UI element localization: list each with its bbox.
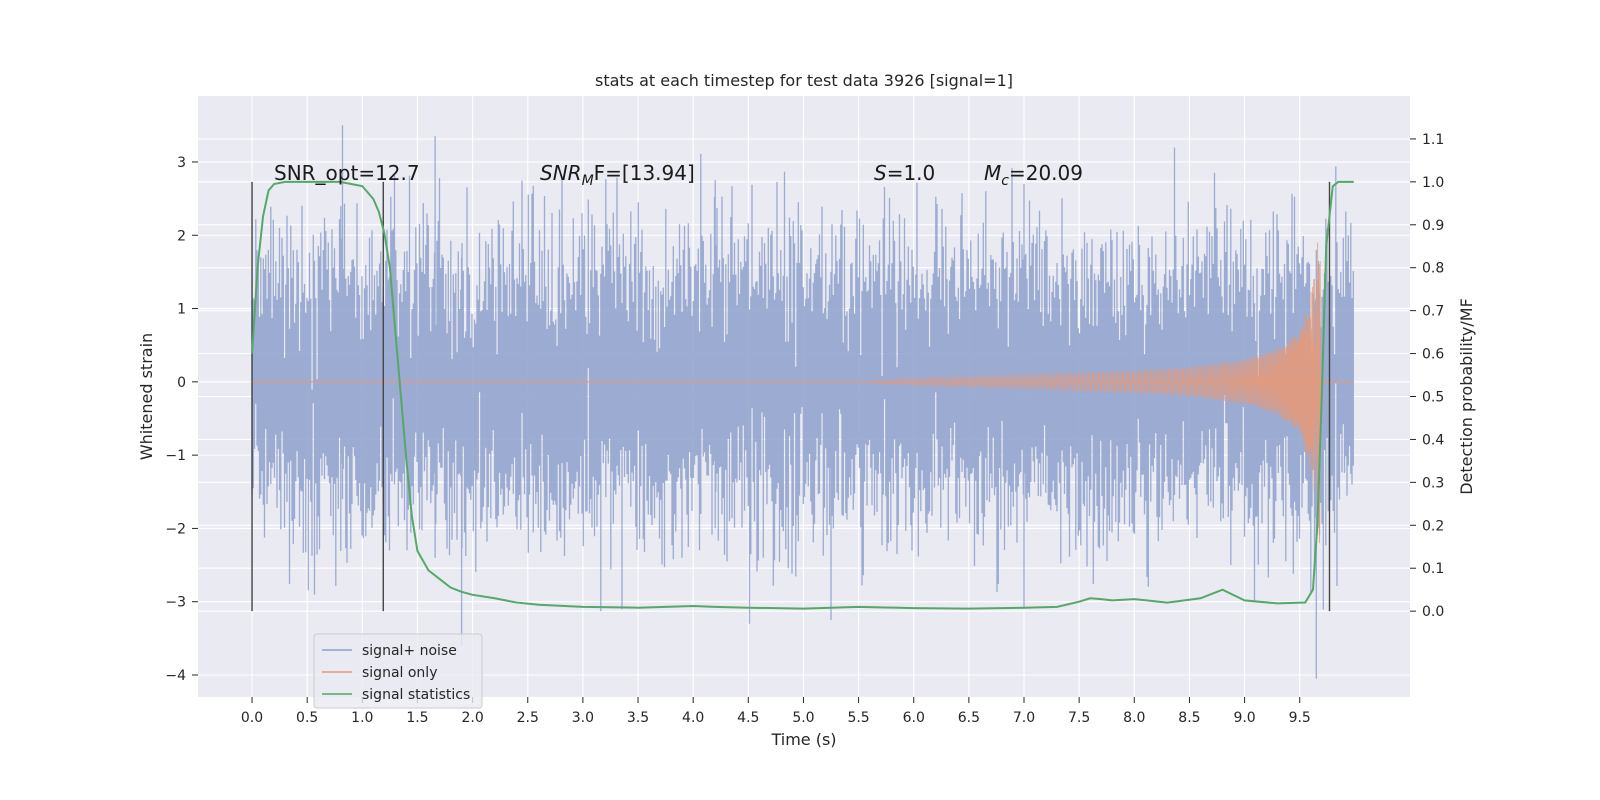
y-left-tick-label: 2 [177,228,186,244]
x-tick-label: 5.5 [847,710,869,726]
y-right-tick-label: 0.3 [1422,475,1444,491]
y-right-tick-label: 1.0 [1422,175,1444,191]
x-tick-label: 9.5 [1289,710,1311,726]
series-signal-statistics [251,180,1354,610]
legend-label-signal-only: signal only [362,665,437,681]
annotation-snr-mf-rest: F=[13.94] [594,161,695,185]
chart-title: stats at each timestep for test data 392… [595,71,1013,90]
x-tick-label: 1.0 [351,710,373,726]
annotation-snr-opt: SNR_opt=12.7 [274,161,420,185]
y-axis-label-left: Whitened strain [137,333,156,460]
data-layer [251,125,1354,679]
x-tick-label: 8.5 [1178,710,1200,726]
x-tick-label: 7.5 [1068,710,1090,726]
annotation-s-rest: =1.0 [887,161,936,185]
y-right-tick-label: 0.5 [1422,390,1444,406]
x-tick-label: 3.5 [627,710,649,726]
y-right-tick-label: 1.1 [1422,132,1444,148]
x-tick-label: 3.0 [572,710,594,726]
annotation-snr-mf-sub: M [582,173,594,189]
x-tick-label: 2.5 [517,710,539,726]
annotation-mc-base: M [984,161,1001,185]
annotation-mc: Mc=20.09 [984,161,1083,189]
x-tick-label: 5.0 [792,710,814,726]
y-right-tick-label: 0.8 [1422,261,1444,277]
x-tick-label: 7.0 [1013,710,1035,726]
annotation-mc-rest: =20.09 [1009,161,1083,185]
legend-box [313,633,483,709]
y-left-tick-label: −1 [165,448,186,464]
x-tick-label: 2.0 [461,710,483,726]
y-left-tick-label: 0 [177,375,186,391]
x-axis-label: Time (s) [770,730,836,749]
y-right-tick-label: 0.2 [1422,518,1444,534]
y-right-tick-label: 0.9 [1422,218,1444,234]
ticks: 0.0 0.5 1.0 1.5 2.0 2.5 3.0 3.5 4.0 4.5 5.0 5.5 6.0 6… [165,132,1444,726]
annotation-s: S=1.0 [874,161,935,185]
legend: signal+ noise signal only signal statist… [313,633,483,709]
annotation-snr-mf: SNRMF=[13.94] [540,161,695,189]
annotation-mc-sub: c [1001,173,1009,189]
x-tick-label: 8.0 [1123,710,1145,726]
x-tick-label: 4.5 [737,710,759,726]
x-tick-label: 4.0 [682,710,704,726]
legend-label-signal-plus-noise: signal+ noise [362,643,457,659]
x-tick-label: 0.5 [296,710,318,726]
x-tick-label: 9.0 [1233,710,1255,726]
annotation-s-base: S [874,161,887,185]
y-right-tick-label: 0.4 [1422,432,1444,448]
x-tick-label: 6.5 [958,710,980,726]
y-right-tick-label: 0.7 [1422,304,1444,320]
x-tick-label: 1.5 [406,710,428,726]
y-right-tick-label: 0.6 [1422,347,1444,363]
y-right-tick-label: 0.0 [1422,604,1444,620]
x-tick-label: 6.0 [903,710,925,726]
y-left-tick-label: 1 [177,302,186,318]
annotation-snr-mf-base: SNR [540,161,582,185]
x-tick-label: 0.0 [241,710,263,726]
marker-lines [251,181,1331,612]
y-left-tick-label: 3 [177,155,186,171]
annotations: SNR_opt=12.7 SNRMF=[13.94] S=1.0 Mc=20.0… [274,161,1083,189]
series-signal-only [858,242,1322,544]
legend-label-signal-statistics: signal statistics [362,687,470,703]
y-axis-label-right: Detection probability/MF [1457,298,1476,495]
y-left-tick-label: −3 [165,595,186,611]
y-left-tick-label: −4 [165,668,186,684]
y-left-tick-label: −2 [165,521,186,537]
y-right-tick-label: 0.1 [1422,561,1444,577]
